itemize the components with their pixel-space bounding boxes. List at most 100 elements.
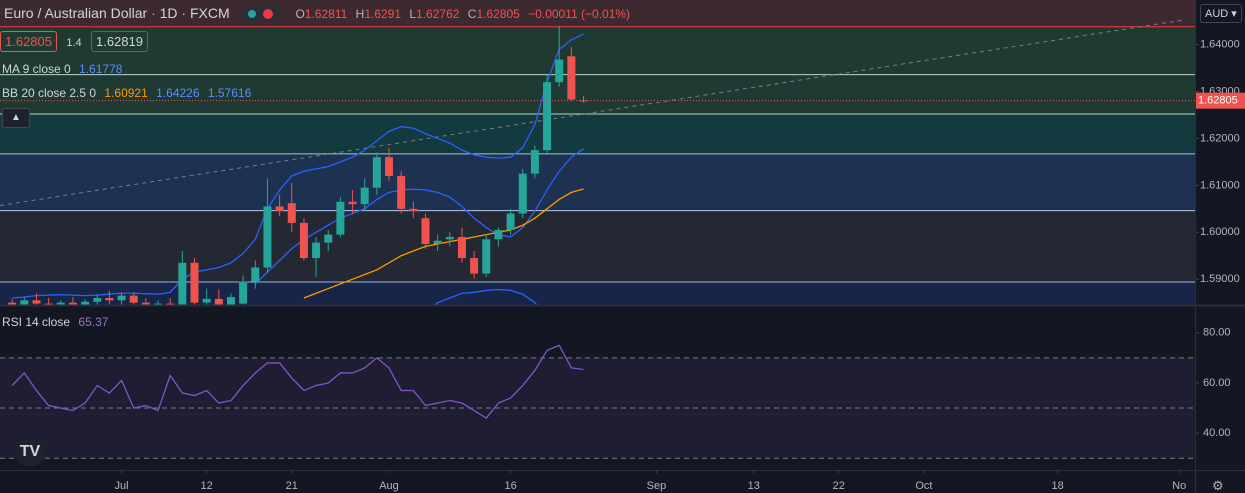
currency-button[interactable]: AUD ▾: [1200, 4, 1242, 23]
indicator-line: [433, 288, 538, 305]
last-price-label: 1.62805: [1198, 95, 1238, 107]
buy-button[interactable]: 1.62819: [90, 31, 148, 52]
sell-button[interactable]: 1.62805: [0, 31, 57, 52]
o-label: O: [295, 7, 305, 21]
x-tick-label: Jul: [115, 480, 129, 492]
collapse-legend[interactable]: ▲: [2, 108, 30, 128]
candle-body: [530, 150, 539, 174]
candle-body: [312, 242, 321, 259]
o-value: 1.62811: [304, 7, 348, 21]
x-tick-label: Aug: [379, 480, 399, 492]
candle-body: [409, 208, 418, 212]
interval[interactable]: 1D: [159, 5, 178, 21]
candle-body: [141, 302, 150, 305]
rsi-background: [0, 306, 1195, 470]
y-tick-label: 1.64000: [1200, 38, 1240, 50]
symbol-header: Euro / Australian Dollar · 1D · FXCM O1.…: [4, 5, 631, 23]
candle-body: [32, 300, 41, 304]
rsi-value: 65.37: [78, 315, 109, 329]
candle-body: [372, 157, 381, 188]
y-tick-label: 40.00: [1203, 427, 1231, 439]
y-tick-label: 60.00: [1203, 377, 1231, 389]
candle-body: [68, 302, 77, 305]
c-value: 1.62805: [476, 7, 520, 21]
currency: AUD: [1205, 8, 1229, 20]
x-tick-label: 16: [504, 480, 516, 492]
candle-body: [433, 240, 442, 244]
quote-row: 1.62805 1.4 1.62819: [0, 31, 148, 52]
x-tick-label: 21: [286, 480, 298, 492]
candle-body: [56, 302, 65, 305]
y-tick-label: 1.60000: [1200, 226, 1240, 238]
bb-legend: BB 20 close 2.5 0 1.60921 1.64226 1.5761…: [2, 86, 251, 100]
candle-body: [251, 267, 260, 282]
settings-icon[interactable]: ⚙: [1212, 478, 1224, 493]
y-tick-label: 1.59000: [1200, 273, 1240, 285]
candle-body: [482, 239, 491, 274]
bb-lower-value: 1.57616: [207, 86, 252, 100]
l-value: 1.62762: [416, 7, 460, 21]
ma-name: MA 9 close 0: [2, 62, 71, 76]
candle-body: [470, 258, 479, 274]
candle-body: [506, 213, 515, 230]
candle-body: [543, 82, 552, 151]
candle-body: [336, 201, 345, 235]
candle-body: [178, 262, 187, 305]
candle-body: [421, 218, 430, 244]
candle-body: [275, 206, 284, 212]
logo[interactable]: TV: [14, 438, 46, 466]
candle-body: [518, 173, 527, 214]
candle-body: [190, 262, 199, 303]
zone: [0, 210, 1195, 283]
candle-body: [445, 236, 454, 240]
spread: 1.4: [66, 37, 82, 49]
indicator-line: [303, 188, 584, 299]
candle-body: [494, 229, 503, 240]
candle-body: [287, 203, 296, 223]
x-tick-label: 13: [748, 480, 760, 492]
x-tick-label: 12: [201, 480, 213, 492]
candle-body: [397, 175, 406, 209]
last-price-box: [1195, 92, 1245, 109]
zone: [0, 74, 1195, 115]
rsi-pane: [0, 306, 1195, 470]
y-tick-label: 1.62000: [1200, 132, 1240, 144]
y-tick-label: 80.00: [1203, 327, 1231, 339]
zone: [0, 26, 1195, 75]
candle-body: [263, 206, 272, 268]
l-label: L: [409, 7, 417, 21]
candle-body: [129, 295, 138, 303]
rsi-legend: RSI 14 close 65.37: [2, 315, 108, 329]
candle-body: [117, 295, 126, 301]
candle-body: [226, 297, 235, 305]
symbol: Euro / Australian Dollar: [4, 5, 148, 21]
bb-name: BB 20 close 2.5 0: [2, 86, 97, 100]
rsi-name: RSI 14 close: [2, 315, 71, 329]
x-tick-label: 18: [1052, 480, 1064, 492]
x-tick-label: Sep: [647, 480, 667, 492]
candle-body: [105, 297, 114, 301]
bb-basis-value: 1.60921: [104, 86, 148, 100]
bb-upper-value: 1.64226: [156, 86, 200, 100]
candle-body: [154, 303, 163, 305]
candle-body: [385, 157, 394, 176]
zone: [0, 114, 1195, 154]
zone: [0, 282, 1195, 305]
candle-body: [93, 297, 102, 302]
ma-value: 1.61778: [79, 62, 123, 76]
candle-body: [457, 236, 466, 259]
ohlc: O1.62811 H1.6291 L1.62762 C1.62805 −0.00…: [295, 7, 630, 21]
ma-legend: MA 9 close 0 1.61778: [2, 62, 122, 76]
candle-body: [360, 187, 369, 205]
zone: [0, 0, 1195, 27]
y-tick-label: 1.61000: [1200, 179, 1240, 191]
change: −0.00011 (−0.01%): [528, 7, 631, 21]
candle-body: [579, 100, 588, 102]
indicator-line: [12, 33, 584, 299]
market-status[interactable]: [241, 6, 280, 23]
candle-body: [20, 300, 29, 305]
exchange: FXCM: [190, 5, 230, 21]
